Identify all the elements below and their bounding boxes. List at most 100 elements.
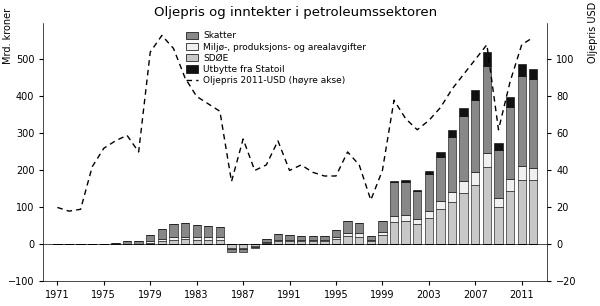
Bar bbox=[193, 240, 201, 244]
Bar bbox=[390, 216, 398, 222]
Oljepris 2011-USD (høyre akse) bbox=[181, 76, 188, 80]
Bar bbox=[134, 241, 143, 244]
Bar bbox=[146, 235, 154, 241]
Oljepris 2011-USD (høyre akse) bbox=[251, 169, 259, 172]
Bar bbox=[436, 209, 445, 244]
Oljepris 2011-USD (høyre akse) bbox=[506, 80, 514, 84]
Bar bbox=[529, 79, 538, 168]
Oljepris 2011-USD (høyre akse) bbox=[54, 206, 61, 209]
Bar bbox=[460, 116, 468, 181]
Bar bbox=[308, 240, 317, 241]
Bar bbox=[483, 153, 491, 167]
Bar bbox=[367, 240, 375, 241]
Bar bbox=[413, 225, 421, 244]
Bar bbox=[262, 239, 271, 242]
Bar bbox=[483, 167, 491, 244]
Bar bbox=[413, 190, 421, 191]
Bar bbox=[471, 90, 479, 100]
Bar bbox=[390, 222, 398, 244]
Bar bbox=[274, 234, 282, 240]
Bar bbox=[251, 247, 259, 248]
Oljepris 2011-USD (høyre akse) bbox=[425, 119, 433, 122]
Oljepris 2011-USD (høyre akse) bbox=[286, 169, 293, 172]
Oljepris 2011-USD (høyre akse) bbox=[391, 98, 398, 102]
Bar bbox=[216, 240, 224, 244]
Bar bbox=[436, 157, 445, 201]
Bar bbox=[448, 202, 456, 244]
Y-axis label: Mrd. kroner: Mrd. kroner bbox=[3, 7, 13, 64]
Oljepris 2011-USD (høyre akse) bbox=[379, 169, 386, 172]
Bar bbox=[286, 240, 294, 241]
Bar bbox=[332, 239, 340, 244]
Bar bbox=[239, 248, 247, 249]
Oljepris 2011-USD (høyre akse) bbox=[518, 43, 526, 47]
Oljepris 2011-USD (høyre akse) bbox=[193, 95, 200, 98]
Bar bbox=[204, 226, 212, 237]
Bar bbox=[529, 180, 538, 244]
Bar bbox=[506, 107, 514, 179]
Bar bbox=[320, 236, 329, 240]
Bar bbox=[146, 241, 154, 243]
Bar bbox=[251, 244, 259, 246]
Bar bbox=[251, 246, 259, 247]
Bar bbox=[367, 236, 375, 240]
Bar bbox=[401, 180, 410, 181]
Bar bbox=[425, 174, 433, 211]
Bar bbox=[518, 180, 526, 244]
Oljepris 2011-USD (høyre akse) bbox=[77, 207, 84, 211]
Oljepris 2011-USD (høyre akse) bbox=[146, 50, 154, 54]
Bar bbox=[378, 222, 386, 232]
Bar bbox=[494, 207, 503, 244]
Bar bbox=[239, 244, 247, 248]
Bar bbox=[146, 243, 154, 244]
Bar bbox=[286, 241, 294, 244]
Legend: Skatter, Miljø-, produksjons- og arealavgifter, SDØE, Utbytte fra Statoil, Oljep: Skatter, Miljø-, produksjons- og arealav… bbox=[184, 30, 368, 87]
Bar bbox=[378, 235, 386, 244]
Bar bbox=[216, 237, 224, 240]
Bar bbox=[436, 201, 445, 209]
Oljepris 2011-USD (høyre akse) bbox=[65, 209, 73, 213]
Oljepris 2011-USD (høyre akse) bbox=[135, 150, 142, 154]
Oljepris 2011-USD (høyre akse) bbox=[309, 170, 316, 174]
Bar bbox=[413, 191, 421, 219]
Bar bbox=[483, 52, 491, 66]
Oljepris 2011-USD (høyre akse) bbox=[495, 128, 502, 132]
Bar bbox=[204, 237, 212, 240]
Oljepris 2011-USD (høyre akse) bbox=[472, 58, 479, 61]
Bar bbox=[169, 240, 178, 244]
Bar bbox=[425, 218, 433, 244]
Oljepris 2011-USD (høyre akse) bbox=[298, 163, 305, 167]
Bar bbox=[286, 235, 294, 240]
Bar bbox=[529, 69, 538, 79]
Bar bbox=[227, 249, 236, 252]
Bar bbox=[169, 224, 178, 237]
Bar bbox=[425, 171, 433, 174]
Bar bbox=[262, 242, 271, 243]
Bar bbox=[123, 241, 131, 244]
Bar bbox=[401, 222, 410, 244]
Bar bbox=[436, 151, 445, 157]
Bar bbox=[158, 241, 166, 244]
Bar bbox=[193, 237, 201, 240]
Bar bbox=[494, 198, 503, 207]
Bar bbox=[274, 241, 282, 244]
Bar bbox=[297, 240, 305, 241]
Title: Oljepris og inntekter i petroleumssektoren: Oljepris og inntekter i petroleumssektor… bbox=[154, 6, 437, 19]
Bar bbox=[460, 181, 468, 193]
Oljepris 2011-USD (høyre akse) bbox=[367, 198, 374, 202]
Bar bbox=[158, 239, 166, 241]
Oljepris 2011-USD (høyre akse) bbox=[321, 174, 328, 178]
Bar bbox=[425, 211, 433, 218]
Bar bbox=[169, 237, 178, 240]
Bar bbox=[227, 248, 236, 249]
Bar bbox=[367, 241, 375, 244]
Oljepris 2011-USD (høyre akse) bbox=[100, 147, 107, 150]
Bar bbox=[448, 137, 456, 192]
Bar bbox=[308, 241, 317, 244]
Bar bbox=[401, 215, 410, 222]
Bar bbox=[355, 237, 364, 244]
Bar bbox=[471, 172, 479, 185]
Bar bbox=[518, 166, 526, 180]
Bar bbox=[204, 240, 212, 244]
Bar bbox=[332, 237, 340, 239]
